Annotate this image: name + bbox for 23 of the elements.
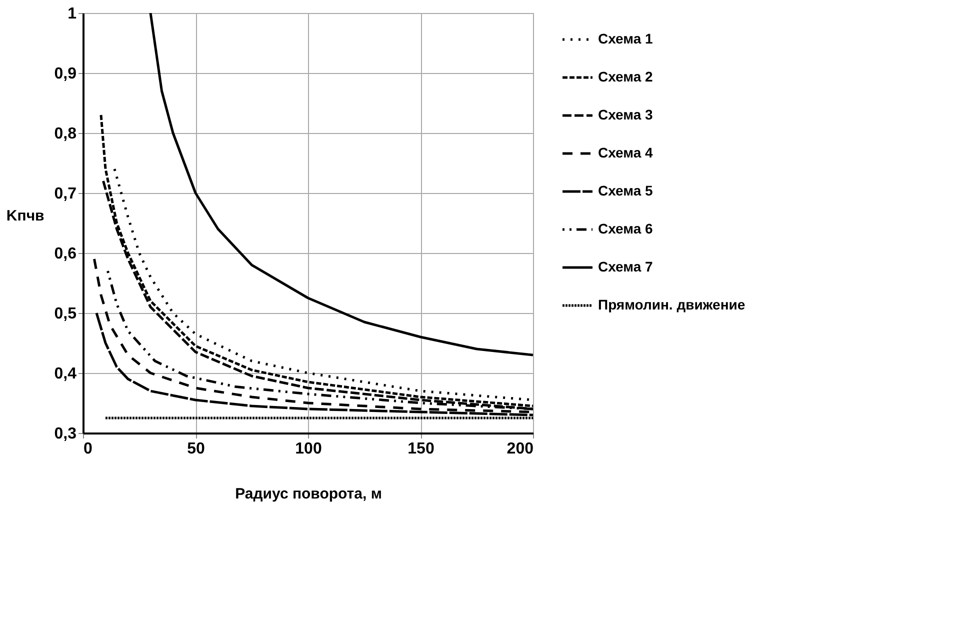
x-tick-label: 0: [84, 440, 92, 458]
y-tick-label: 0,3: [54, 426, 77, 442]
legend-label: Схема 5: [598, 182, 653, 198]
y-tick-label: 0,8: [54, 126, 77, 142]
legend-label: Схема 3: [598, 106, 653, 122]
x-tick-label: 150: [408, 440, 434, 458]
legend-label: Схема 2: [598, 68, 653, 84]
legend-label: Прямолин. движение: [598, 296, 746, 312]
x-tick-label: 200: [506, 440, 534, 458]
legend-label: Схема 7: [598, 258, 653, 274]
x-tick-label: 50: [187, 440, 205, 458]
y-tick-label: 0,5: [54, 306, 77, 322]
legend-label: Схема 6: [598, 220, 653, 236]
y-tick-label: 0,7: [54, 186, 77, 202]
y-tick-label: 0,6: [54, 246, 77, 262]
y-tick-label: 1: [68, 6, 77, 22]
legend-label: Схема 1: [598, 30, 653, 46]
x-axis-title: Радиус поворота, м: [235, 486, 382, 502]
y-tick-label: 0,4: [54, 366, 77, 382]
legend-label: Схема 4: [598, 144, 653, 160]
x-tick-label: 100: [295, 440, 322, 458]
y-axis-title: Kпчв: [6, 208, 44, 224]
y-tick-label: 0,9: [54, 66, 77, 82]
